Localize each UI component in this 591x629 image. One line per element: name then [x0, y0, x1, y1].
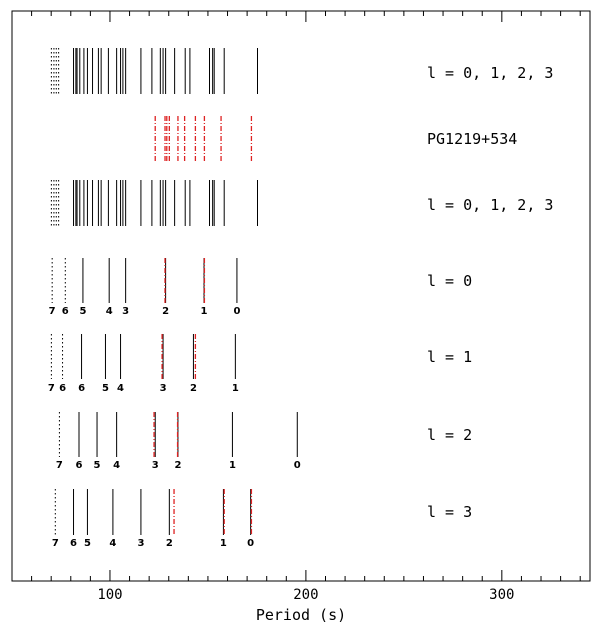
radial-order-label: 5 — [102, 383, 109, 394]
plot-frame — [11, 10, 591, 582]
radial-order-label: 3 — [122, 306, 129, 317]
radial-order-label: 1 — [232, 383, 239, 394]
radial-order-label: 2 — [174, 460, 181, 471]
radial-order-label: 4 — [117, 383, 124, 394]
radial-order-label: 7 — [56, 460, 63, 471]
row-label: l = 0, 1, 2, 3 — [427, 64, 553, 82]
radial-order-label: 0 — [294, 460, 301, 471]
radial-order-label: 4 — [106, 306, 113, 317]
radial-order-label: 5 — [84, 538, 91, 549]
radial-order-label: 6 — [62, 306, 69, 317]
radial-order-label: 5 — [94, 460, 101, 471]
radial-order-label: 0 — [247, 538, 254, 549]
radial-order-label: 7 — [52, 538, 59, 549]
radial-order-label: 7 — [48, 383, 55, 394]
radial-order-label: 1 — [201, 306, 208, 317]
radial-order-label: 6 — [76, 460, 83, 471]
radial-order-label: 2 — [162, 306, 169, 317]
row-label: l = 0, 1, 2, 3 — [427, 196, 553, 214]
radial-order-label: 5 — [79, 306, 86, 317]
row-label: l = 2 — [427, 426, 472, 444]
row-label: PG1219+534 — [427, 130, 517, 148]
x-axis-ticks: 100 200 300 — [31, 11, 581, 603]
row-label: l = 0 — [427, 272, 472, 290]
radial-order-label: 3 — [160, 383, 167, 394]
period-marks — [50, 48, 298, 535]
radial-order-label: 4 — [109, 538, 116, 549]
radial-order-label: 7 — [49, 306, 56, 317]
radial-order-label: 4 — [113, 460, 120, 471]
radial-order-label: 6 — [59, 383, 66, 394]
radial-order-label: 3 — [137, 538, 144, 549]
x-tick-label: 300 — [489, 587, 514, 603]
radial-order-label: 6 — [78, 383, 85, 394]
x-axis-label: Period (s) — [256, 606, 346, 624]
x-tick-label: 200 — [293, 587, 318, 603]
x-tick-label: 100 — [97, 587, 122, 603]
radial-order-label: 0 — [233, 306, 240, 317]
radial-order-label: 6 — [70, 538, 77, 549]
radial-order-label: 3 — [152, 460, 159, 471]
radial-order-label: 2 — [166, 538, 173, 549]
row-label: l = 1 — [427, 348, 472, 366]
radial-order-label: 1 — [229, 460, 236, 471]
radial-order-label: 1 — [220, 538, 227, 549]
radial-order-label: 2 — [190, 383, 197, 394]
row-label: l = 3 — [427, 503, 472, 521]
